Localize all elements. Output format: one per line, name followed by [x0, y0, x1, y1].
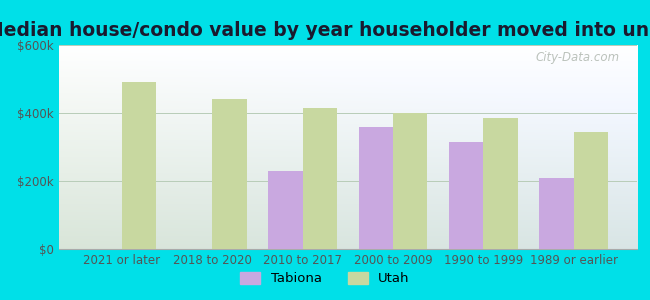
Bar [540, 178, 574, 249]
Bar [268, 171, 302, 249]
Bar [212, 99, 246, 249]
Bar [574, 132, 608, 249]
Text: Median house/condo value by year householder moved into unit: Median house/condo value by year househo… [0, 21, 650, 40]
Bar [302, 108, 337, 249]
Bar [122, 82, 156, 249]
Bar [393, 113, 427, 249]
Text: City-Data.com: City-Data.com [536, 51, 619, 64]
Legend: Tabiona, Utah: Tabiona, Utah [235, 266, 415, 290]
Bar [449, 142, 484, 249]
Bar [359, 127, 393, 249]
Bar [484, 118, 517, 249]
